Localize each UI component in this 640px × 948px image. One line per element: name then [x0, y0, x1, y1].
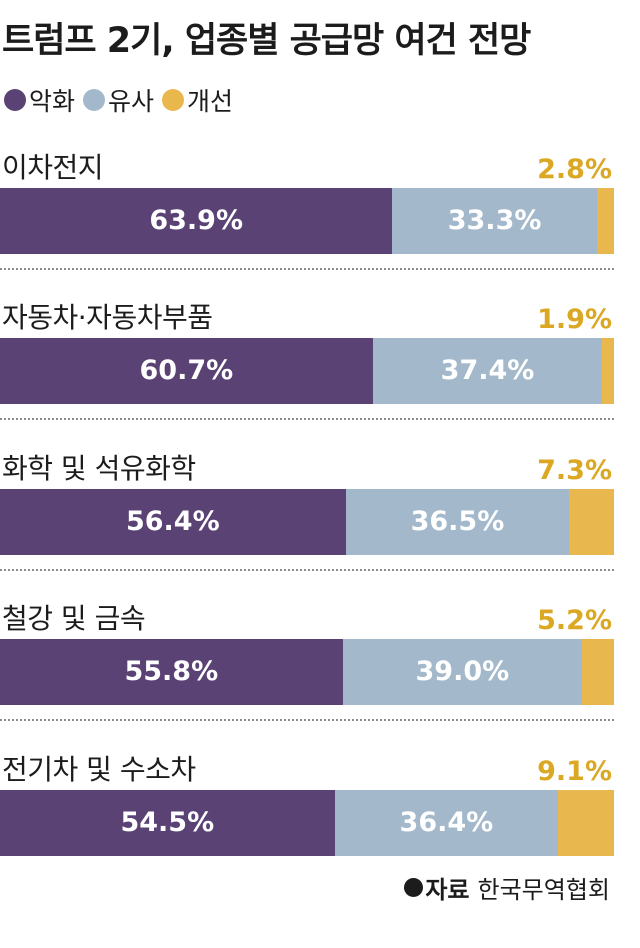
bar-segment-worse: [0, 338, 373, 404]
legend-label-improved: 개선: [187, 87, 234, 116]
category-label: 화학 및 석유화학: [2, 452, 196, 485]
data-label-improved: 9.1%: [537, 756, 612, 787]
bar-group: 화학 및 석유화학 7.3% 56.4% 36.5%: [0, 447, 614, 597]
data-label-worse: 56.4%: [125, 506, 220, 537]
data-label-improved: 5.2%: [537, 605, 612, 636]
category-label: 전기차 및 수소차: [2, 753, 196, 786]
data-label-improved: 1.9%: [537, 304, 612, 335]
bar-segment-improved: [602, 338, 614, 404]
chart-title: 트럼프 2기, 업종별 공급망 여건 전망: [2, 21, 531, 61]
bar-segment-worse: [0, 489, 346, 555]
dotted-divider: [0, 719, 614, 721]
data-label-worse: 54.5%: [120, 807, 215, 838]
bar-segment-similar: [372, 338, 603, 404]
source-value: 한국무역협회: [477, 876, 610, 904]
bar-group: 전기차 및 수소차 9.1% 54.5% 36.4%: [0, 748, 614, 898]
dotted-divider: [0, 268, 614, 270]
bar-segment-improved: [569, 489, 614, 555]
bullet-icon: [404, 878, 424, 897]
bar-segment-improved: [558, 790, 614, 856]
legend-item-improved: 개선: [162, 82, 233, 118]
stacked-bar: 54.5% 36.4%: [0, 790, 614, 856]
bar-group: 철강 및 금속 5.2% 55.8% 39.0%: [0, 597, 614, 747]
bar-segment-worse: [0, 188, 393, 254]
legend-swatch-improved: [162, 89, 185, 111]
dotted-divider: [0, 569, 614, 571]
legend-swatch-worse: [4, 89, 26, 111]
legend-swatch-similar: [83, 89, 106, 111]
stacked-bar: 56.4% 36.5%: [0, 489, 614, 555]
data-label-improved: 2.8%: [537, 154, 612, 185]
bar-segment-improved: [582, 639, 614, 705]
bar-group: 자동차·자동차부품 1.9% 60.7% 37.4%: [0, 296, 614, 446]
data-label-worse: 60.7%: [139, 355, 234, 386]
bar-group: 이차전지 2.8% 63.9% 33.3%: [0, 146, 614, 296]
bar-segment-worse: [0, 790, 335, 856]
category-label: 이차전지: [2, 151, 104, 184]
bar-segment-worse: [0, 639, 343, 705]
data-label-similar: 33.3%: [447, 205, 542, 236]
data-label-similar: 36.5%: [410, 506, 505, 537]
data-label-similar: 36.4%: [399, 807, 494, 838]
legend-item-worse: 악화: [4, 82, 75, 118]
source-note: 자료 한국무역협회: [404, 870, 610, 905]
data-label-similar: 39.0%: [415, 656, 510, 687]
bar-segment-improved: [596, 188, 614, 254]
category-label: 자동차·자동차부품: [2, 301, 213, 334]
stacked-bar: 55.8% 39.0%: [0, 639, 614, 705]
dotted-divider: [0, 418, 614, 420]
data-label-improved: 7.3%: [537, 455, 612, 486]
stacked-bar: 60.7% 37.4%: [0, 338, 614, 404]
bar-segment-similar: [345, 489, 570, 555]
data-label-worse: 55.8%: [124, 656, 219, 687]
legend: 악화 유사 개선: [4, 84, 241, 116]
source-key: 자료: [425, 876, 470, 904]
bar-segment-similar: [342, 639, 583, 705]
legend-item-similar: 유사: [83, 82, 154, 118]
category-label: 철강 및 금속: [2, 602, 146, 635]
stacked-bar: 63.9% 33.3%: [0, 188, 614, 254]
bar-segment-similar: [334, 790, 559, 856]
legend-label-worse: 악화: [29, 87, 76, 116]
bar-segment-similar: [392, 188, 597, 254]
data-label-similar: 37.4%: [440, 355, 535, 386]
legend-label-similar: 유사: [108, 87, 155, 116]
data-label-worse: 63.9%: [149, 205, 243, 236]
